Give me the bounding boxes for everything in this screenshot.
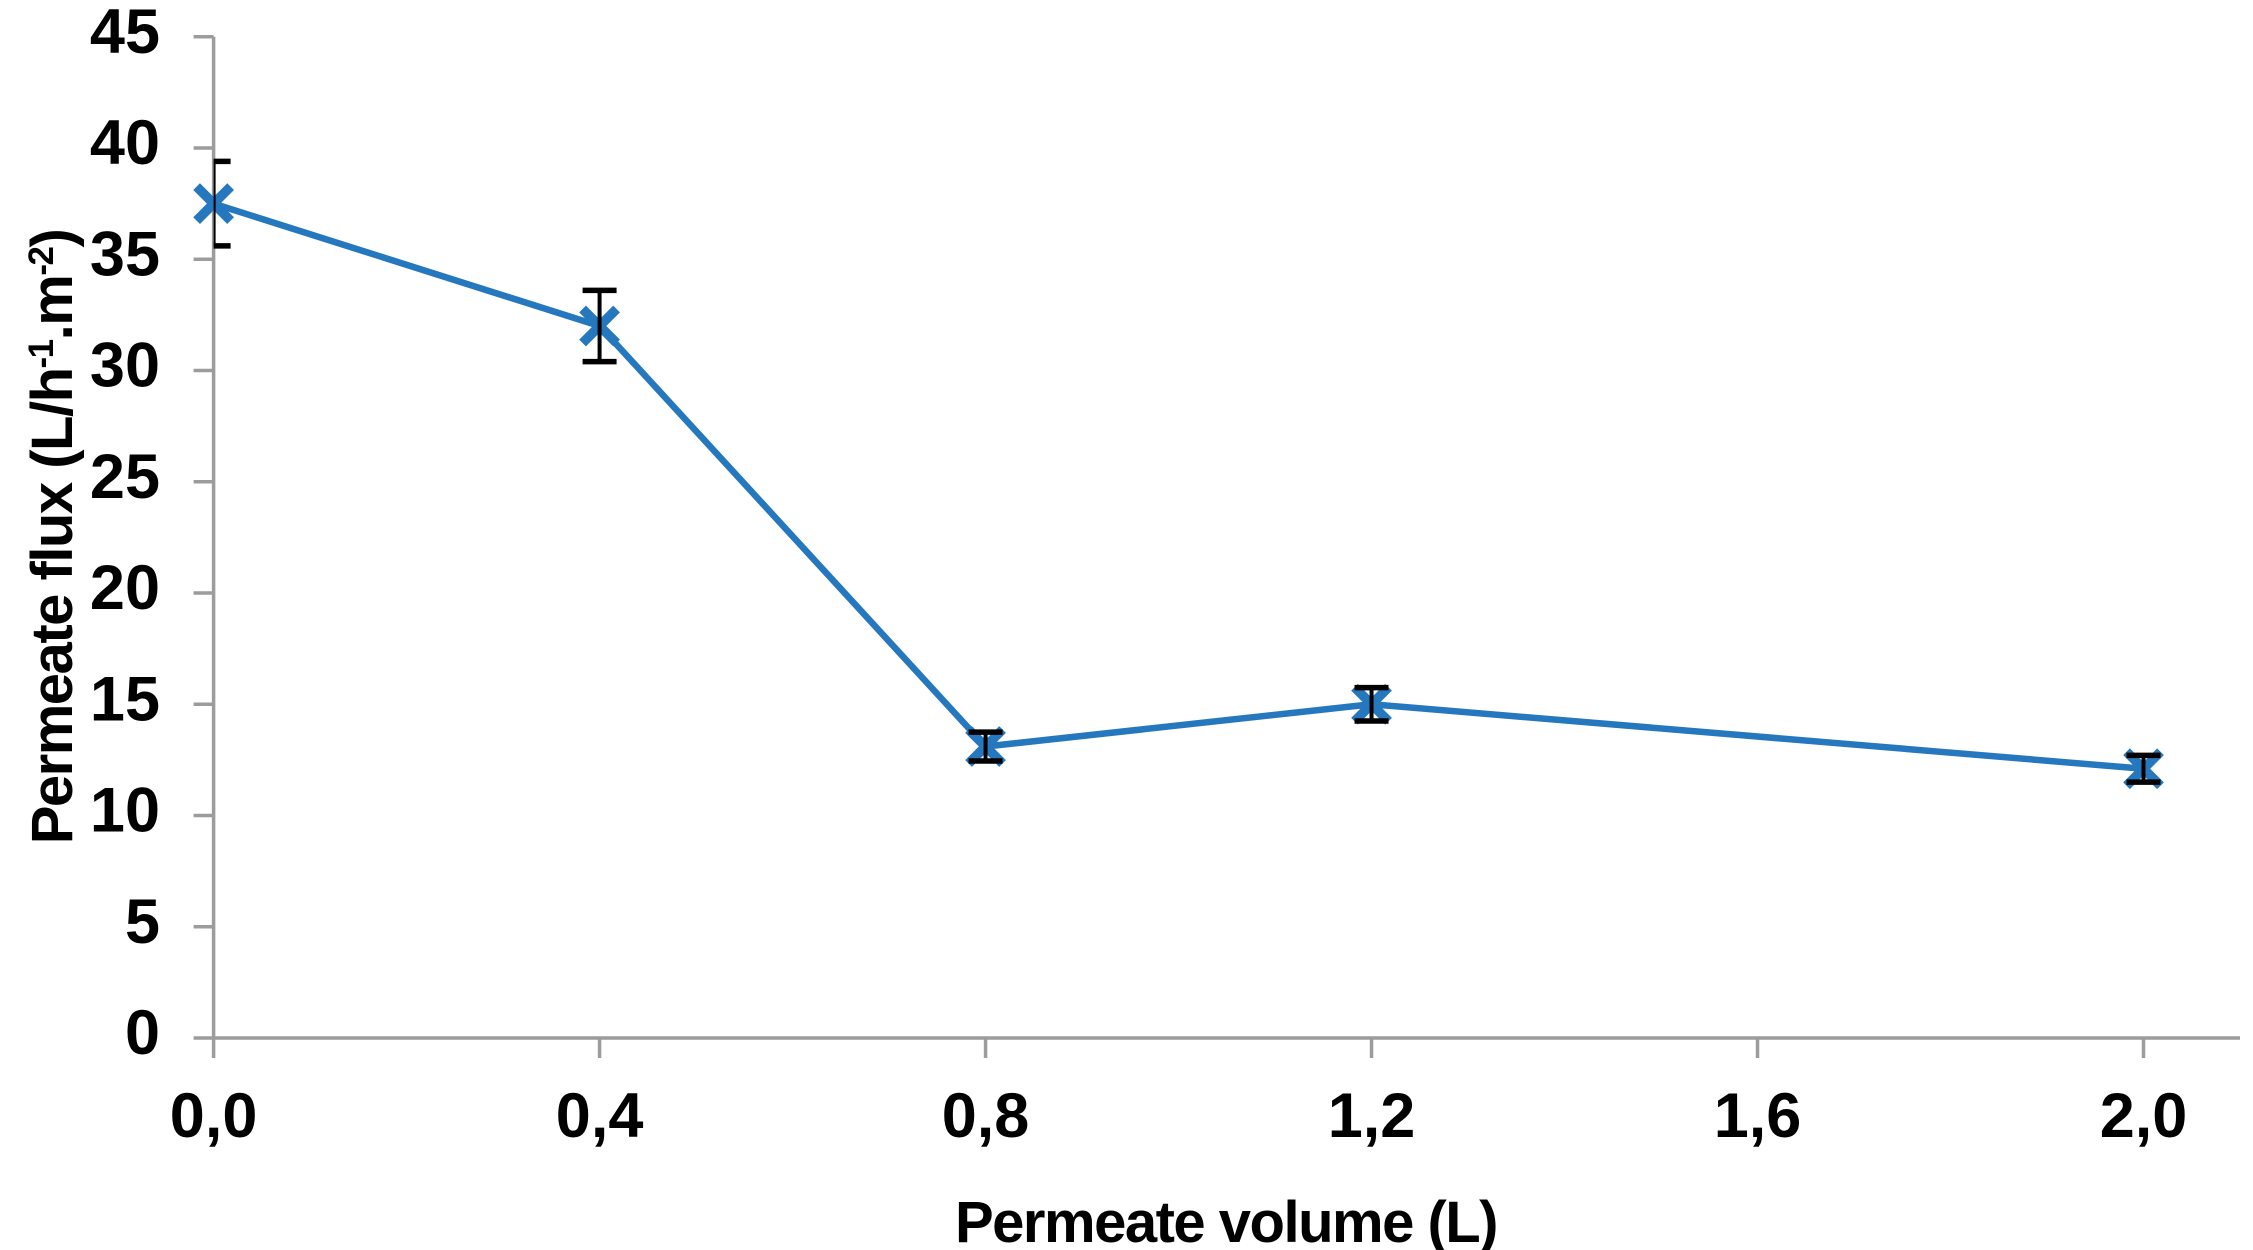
error-bars (213, 158, 2161, 785)
y-tick-label: 30 (90, 331, 160, 401)
error-bar (582, 287, 617, 365)
x-tick-label: 0,8 (942, 1081, 1030, 1151)
y-axis-title: Permeate flux (L/h-1.m-2) (20, 230, 85, 845)
x-tick-label: 0,0 (170, 1081, 258, 1151)
y-axis-title-base: .m (20, 276, 85, 341)
y-tick-label: 40 (90, 108, 160, 178)
y-tick-label: 25 (90, 442, 160, 512)
x-axis-title: Permeate volume (L) (955, 1190, 1497, 1250)
axes: 0 5 10 15 20 25 30 35 40 45 0,0 0,4 0,8 1,2 1,6 2,0 (90, 0, 2240, 1151)
x-tick-label: 2,0 (2100, 1081, 2188, 1151)
y-tick-label: 20 (90, 553, 160, 623)
y-tick-label: 15 (90, 664, 160, 734)
y-tick-label: 5 (125, 887, 160, 957)
y-axis-title-superscript: -1 (22, 339, 61, 368)
y-tick-label: 10 (90, 776, 160, 846)
error-bar (2126, 752, 2161, 785)
y-axis-title-base: Permeate flux (L/h (20, 368, 85, 844)
x-tick-label: 0,4 (556, 1081, 644, 1151)
error-bar (1354, 684, 1389, 724)
y-tick-label: 35 (90, 219, 160, 289)
y-axis-title-superscript: -2 (22, 247, 61, 276)
error-bar (213, 158, 231, 249)
error-bar (968, 729, 1003, 764)
x-tick-label: 1,2 (1328, 1081, 1416, 1151)
y-tick-label: 45 (90, 0, 160, 67)
y-tick-label: 0 (125, 998, 160, 1068)
y-axis-title-base: ) (20, 230, 85, 248)
x-tick-label: 1,6 (1714, 1081, 1802, 1151)
